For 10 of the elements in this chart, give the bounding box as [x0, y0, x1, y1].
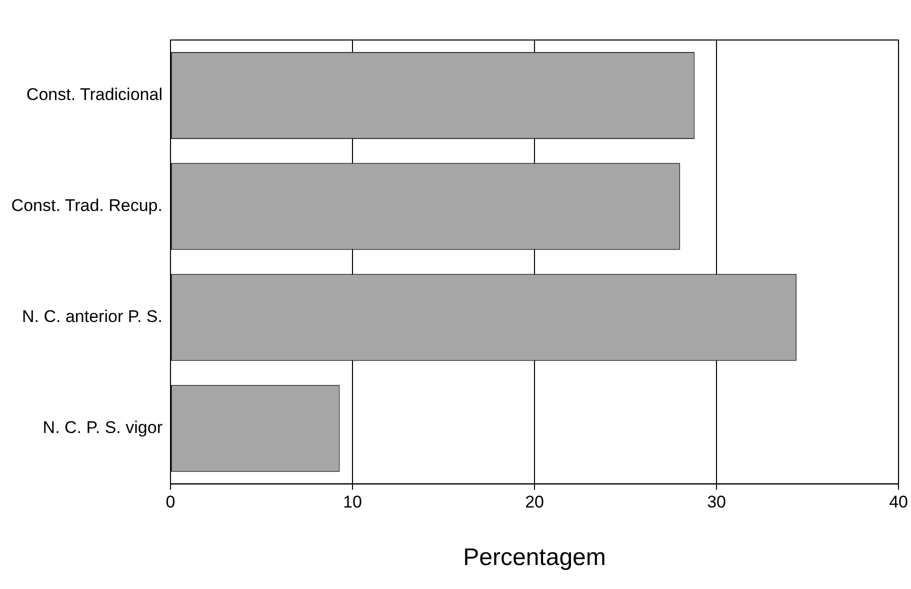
y-tick-label: N. C. anterior P. S.	[22, 307, 162, 326]
x-tick-label: 40	[889, 492, 908, 512]
x-tick-label: 30	[707, 492, 726, 512]
y-tick-label: Const. Trad. Recup.	[11, 196, 162, 216]
y-tick-label: Const. Tradicional	[26, 85, 162, 104]
x-tick-label: 20	[525, 492, 544, 512]
x-tick-label: 0	[166, 492, 176, 512]
x-axis-title: Percentagem	[463, 544, 606, 572]
y-tick-label: N. C. P. S. vigor	[42, 418, 163, 438]
x-tick-label: 10	[343, 492, 362, 512]
